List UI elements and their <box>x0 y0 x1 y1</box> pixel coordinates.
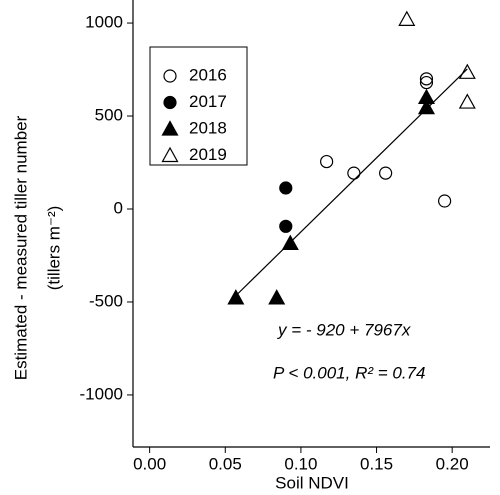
point <box>458 63 476 79</box>
x-axis-label: Soil NDVI <box>275 473 349 492</box>
x-tick-label: 0.20 <box>436 454 469 473</box>
legend-label: 2016 <box>189 65 227 84</box>
legend-marker <box>163 95 177 110</box>
y-axis-label: (tillers m⁻²) <box>44 206 63 291</box>
legend-box <box>149 46 248 166</box>
point <box>227 289 245 305</box>
y-tick-label: -1000 <box>80 384 123 403</box>
point <box>438 194 452 208</box>
y-axis-label: Estimated - measured tiller number <box>11 115 30 380</box>
x-tick-label: 0.00 <box>133 454 166 473</box>
point <box>419 72 434 86</box>
x-tick-label: 0.15 <box>360 454 393 473</box>
legend-label: 2018 <box>189 118 227 137</box>
point <box>347 166 361 180</box>
point <box>279 181 293 195</box>
legend-label: 2017 <box>189 92 227 111</box>
y-tick-label: 500 <box>95 106 123 125</box>
point <box>320 154 334 169</box>
legend-marker <box>161 146 179 163</box>
x-tick-label: 0.05 <box>209 454 242 473</box>
point <box>268 289 286 305</box>
point <box>417 98 435 115</box>
legend-marker <box>161 120 179 136</box>
legend-marker <box>163 69 177 83</box>
point <box>398 10 416 26</box>
equation: y = - 920 + 7967x <box>277 320 411 339</box>
y-tick-label: 1000 <box>85 13 123 32</box>
point <box>379 166 393 180</box>
point <box>419 75 434 90</box>
point <box>281 234 299 250</box>
y-tick-label: 0 <box>114 198 123 217</box>
statistics: P < 0.001, R² = 0.74 <box>273 363 425 382</box>
x-tick-label: 0.10 <box>284 454 317 473</box>
point <box>279 219 293 233</box>
point <box>458 93 476 109</box>
legend-label: 2019 <box>189 145 227 164</box>
y-tick-label: -500 <box>89 291 123 310</box>
